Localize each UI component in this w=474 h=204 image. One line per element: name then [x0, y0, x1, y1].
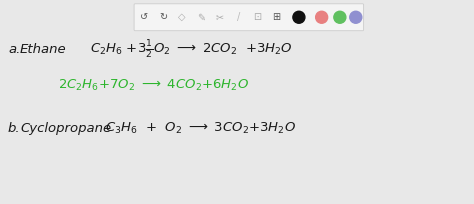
Circle shape — [350, 11, 362, 23]
Text: Ethane: Ethane — [20, 43, 67, 56]
Text: b.: b. — [8, 122, 21, 135]
Text: ⊡: ⊡ — [253, 12, 261, 22]
Text: ◇: ◇ — [178, 12, 186, 22]
Text: Cyclopropane: Cyclopropane — [20, 122, 111, 135]
Text: $C_2H_6$ $+3\frac{1}{2}O_2$ $\longrightarrow$ $2CO_2$  $+3H_2O$: $C_2H_6$ $+3\frac{1}{2}O_2$ $\longrighta… — [90, 39, 293, 61]
FancyBboxPatch shape — [134, 4, 364, 31]
Circle shape — [334, 11, 346, 23]
Text: $2C_2H_6$$+7O_2$ $\longrightarrow$ $4CO_2$$+ 6H_2O$: $2C_2H_6$$+7O_2$ $\longrightarrow$ $4CO_… — [58, 78, 249, 93]
Text: ↺: ↺ — [140, 12, 148, 22]
Text: a.: a. — [8, 43, 20, 56]
Text: ✎: ✎ — [197, 12, 205, 22]
Text: ↻: ↻ — [159, 12, 167, 22]
Circle shape — [293, 11, 305, 23]
Text: ✂: ✂ — [216, 12, 224, 22]
Text: ⊞: ⊞ — [272, 12, 280, 22]
Circle shape — [316, 11, 328, 23]
Text: $C_3H_6$  $+$  $O_2$ $\longrightarrow$ $3CO_2$$+3H_2O$: $C_3H_6$ $+$ $O_2$ $\longrightarrow$ $3C… — [105, 121, 296, 136]
Text: /: / — [237, 12, 240, 22]
